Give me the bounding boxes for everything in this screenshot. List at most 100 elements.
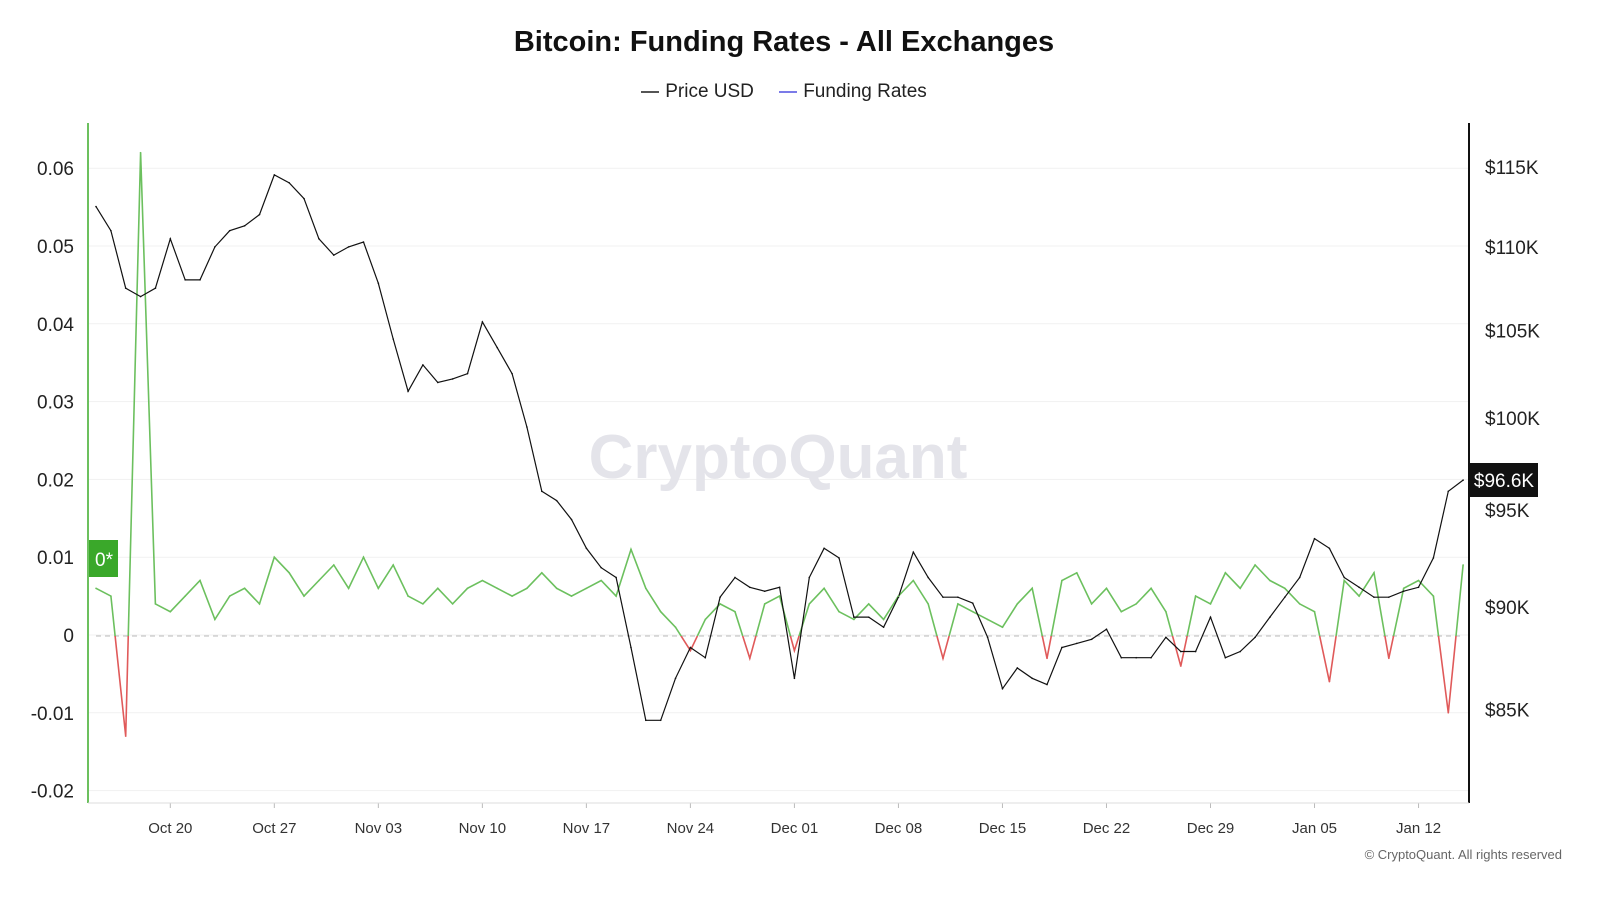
price-point <box>1150 656 1152 659</box>
left-tick-label: 0 <box>63 626 74 647</box>
price-point <box>1046 683 1048 686</box>
price-point <box>867 616 870 618</box>
price-point <box>600 566 603 569</box>
price-point <box>451 378 454 380</box>
price-point <box>942 596 944 598</box>
price-point <box>1239 650 1242 653</box>
price-point <box>95 205 97 208</box>
funding-rate-point <box>377 587 380 590</box>
funding-rate-point <box>1269 579 1271 582</box>
price-point <box>496 346 499 349</box>
current-price-label: $96.6K <box>1474 471 1535 492</box>
price-point <box>838 557 840 559</box>
price-point <box>1001 687 1004 690</box>
x-tick-label: Dec 08 <box>875 820 923 837</box>
x-tick-label: Jan 12 <box>1396 820 1441 837</box>
funding-rate-point <box>362 556 365 558</box>
funding-rate-point <box>778 595 781 597</box>
funding-rate-point <box>496 587 499 590</box>
funding-rate-point <box>912 579 915 582</box>
funding-rate-point <box>1179 665 1182 667</box>
price-point <box>1016 667 1019 669</box>
funding-rate-point <box>481 579 484 582</box>
price-point <box>258 213 261 216</box>
funding-rate-point <box>1462 564 1464 566</box>
funding-rate-point <box>719 603 721 605</box>
legend-item-price[interactable]: Price USD <box>641 81 754 103</box>
funding-rate-point <box>1001 626 1004 629</box>
price-point <box>377 282 380 284</box>
funding-rate-point <box>1031 587 1033 590</box>
current-funding-badge <box>89 540 118 577</box>
right-axis-ticks: $115K $110K $105K $100K $95K $90K $85K <box>1485 158 1540 722</box>
funding-rate-point <box>1090 603 1093 605</box>
funding-rate-point <box>1120 610 1123 613</box>
price-point <box>1298 576 1301 579</box>
funding-rate-point <box>1284 587 1286 590</box>
left-tick-label: 0.04 <box>37 315 74 336</box>
funding-rate-point <box>139 151 142 154</box>
price-point <box>615 576 617 579</box>
price-point <box>228 229 231 232</box>
price-point <box>526 426 528 428</box>
funding-rate-point <box>258 603 261 605</box>
funding-rate-point <box>1016 603 1019 605</box>
price-point <box>436 381 439 384</box>
funding-rate-point <box>704 618 707 621</box>
funding-rate-point <box>541 571 543 574</box>
price-point <box>1447 490 1450 493</box>
price-point <box>763 590 766 593</box>
price-point <box>1090 638 1093 641</box>
funding-rate-point <box>1254 564 1256 566</box>
price-point <box>466 372 469 375</box>
x-tick-label: Nov 24 <box>667 820 715 837</box>
funding-rate-point <box>199 579 201 582</box>
legend-label-funding: Funding Rates <box>803 81 927 102</box>
right-tick-label: $95K <box>1485 501 1530 522</box>
funding-rate-point <box>1046 657 1048 660</box>
price-point <box>882 626 885 628</box>
left-tick-label: 0.01 <box>37 548 74 569</box>
funding-rate-point <box>466 587 469 590</box>
price-point <box>362 241 365 243</box>
left-tick-label: 0.06 <box>37 159 74 180</box>
legend: Price USD Funding Rates <box>0 77 1568 103</box>
x-tick-label: Dec 22 <box>1083 820 1131 837</box>
data-points <box>95 151 1464 737</box>
right-tick-label: $110K <box>1485 238 1539 259</box>
x-tick-label: Nov 17 <box>563 820 611 837</box>
price-point <box>124 287 127 289</box>
funding-rate-point <box>243 587 246 590</box>
funding-rate-point <box>1135 603 1137 605</box>
funding-rate-point <box>1358 595 1360 597</box>
price-point <box>1269 616 1271 618</box>
current-funding-label: 0* <box>95 550 114 571</box>
funding-rate-point <box>451 603 454 605</box>
price-point <box>659 719 662 722</box>
funding-rate-point <box>273 556 276 558</box>
price-point <box>1373 596 1375 598</box>
right-tick-label: $100K <box>1485 409 1540 430</box>
price-point <box>1075 642 1078 645</box>
x-tick-label: Oct 20 <box>148 820 192 837</box>
price-point <box>1135 656 1137 659</box>
funding-rate-point <box>407 595 409 597</box>
funding-rate-point <box>1224 571 1227 574</box>
funding-rate-point <box>1298 603 1301 605</box>
price-point <box>971 602 974 604</box>
price-point <box>139 295 142 298</box>
price-point <box>1343 576 1346 579</box>
funding-rate-point <box>570 595 573 597</box>
copyright-footer: © CryptoQuant. All rights reserved <box>1364 847 1562 862</box>
gridlines <box>88 167 1469 792</box>
price-point <box>154 287 157 289</box>
right-tick-label: $105K <box>1485 321 1540 342</box>
left-tick-label: 0.03 <box>37 393 74 414</box>
price-point <box>719 596 721 598</box>
funding-rate-point <box>793 649 796 652</box>
funding-rate-point <box>392 564 395 566</box>
funding-rate-point <box>986 618 989 621</box>
funding-rate-point <box>1239 587 1242 590</box>
legend-item-funding[interactable]: Funding Rates <box>779 81 927 103</box>
